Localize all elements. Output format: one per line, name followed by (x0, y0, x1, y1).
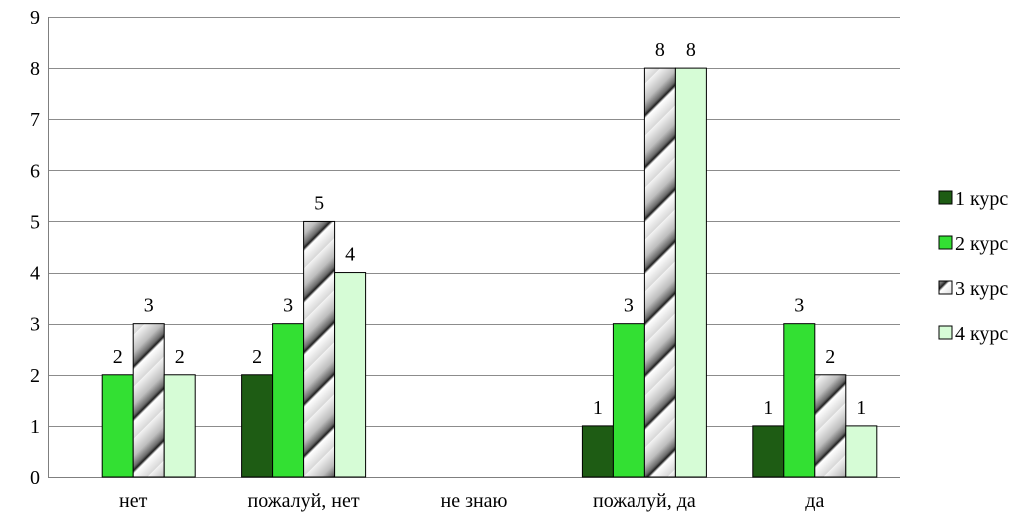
bar-1-курс-4 (752, 425, 785, 478)
y-tick-label: 2 (30, 365, 40, 387)
bar-3-курс-3 (643, 67, 676, 478)
legend-label: 2 курс (955, 233, 1008, 255)
y-tick-label: 0 (30, 467, 40, 489)
bar-4-курс-0 (163, 374, 196, 478)
data-label: 2 (113, 346, 123, 368)
x-category-label: да (805, 490, 824, 512)
y-tick-label: 6 (30, 160, 40, 182)
bars (101, 67, 878, 478)
legend-swatch (938, 325, 953, 340)
bar-2-курс-3 (612, 323, 645, 478)
legend: 1 курс 2 курс 3 курс 4 курс (938, 188, 1008, 345)
legend-label: 1 курс (955, 188, 1008, 210)
data-label: 1 (593, 397, 603, 419)
legend-swatch (938, 235, 953, 250)
data-label: 2 (175, 346, 185, 368)
data-labels: 2 3 2 2 3 5 4 1 3 8 8 1 3 2 1 (113, 39, 867, 419)
bar-2-курс-4 (783, 323, 816, 478)
data-label: 5 (314, 192, 324, 214)
bar-1-курс-1 (241, 374, 274, 478)
data-label: 3 (794, 295, 804, 317)
data-label: 2 (825, 346, 835, 368)
bar-4-курс-3 (674, 67, 707, 478)
data-label: 8 (655, 39, 665, 61)
x-category-label: не знаю (440, 490, 507, 512)
bar-3-курс-0 (132, 323, 165, 478)
data-label: 4 (345, 244, 355, 266)
x-category-label: пожалуй, да (593, 490, 696, 512)
legend-swatch (938, 190, 953, 205)
y-tick-label: 4 (30, 263, 40, 285)
x-category-label: нет (119, 490, 148, 512)
legend-label: 4 курс (955, 323, 1008, 345)
data-label: 8 (686, 39, 696, 61)
x-category-label: пожалуй, нет (248, 490, 360, 512)
y-tick-label: 5 (30, 211, 40, 233)
data-label: 3 (283, 295, 293, 317)
y-axis-ticks: 0 1 2 3 4 5 6 7 8 9 (30, 7, 40, 489)
data-label: 3 (624, 295, 634, 317)
y-tick-label: 8 (30, 58, 40, 80)
bar-2-курс-1 (272, 323, 305, 478)
legend-label: 3 курс (955, 278, 1008, 300)
data-label: 2 (252, 346, 262, 368)
bar-1-курс-3 (581, 425, 614, 478)
y-tick-label: 1 (30, 416, 40, 438)
data-label: 1 (763, 397, 773, 419)
bar-4-курс-4 (845, 425, 878, 478)
y-tick-label: 7 (30, 109, 40, 131)
legend-swatch (938, 280, 953, 295)
data-label: 3 (144, 295, 154, 317)
data-label: 1 (856, 397, 866, 419)
bar-3-курс-4 (814, 374, 847, 478)
x-axis-labels: нет пожалуй, нет не знаю пожалуй, да да (119, 490, 824, 512)
bar-2-курс-0 (101, 374, 134, 478)
bar-3-курс-1 (303, 220, 336, 478)
y-tick-label: 3 (30, 314, 40, 336)
bar-4-курс-1 (334, 272, 367, 478)
y-tick-label: 9 (30, 7, 40, 29)
